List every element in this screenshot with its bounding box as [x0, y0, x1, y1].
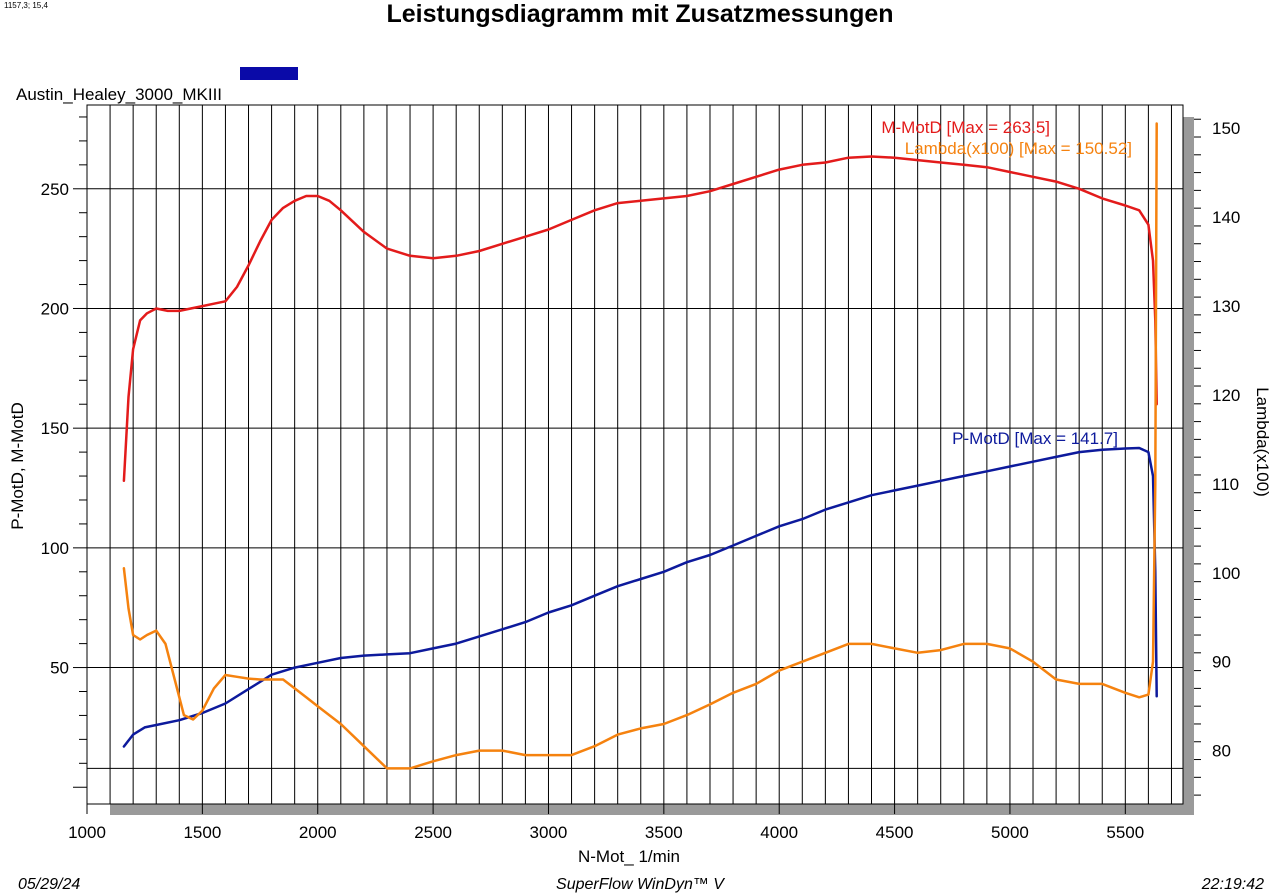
series-line-p-motd [122, 446, 1158, 748]
x-tick-label: 3000 [530, 823, 568, 842]
y2-tick-label: 100 [1212, 564, 1240, 583]
y-tick-label: 100 [41, 539, 69, 558]
y-tick-label: 250 [41, 180, 69, 199]
y-tick-label: 150 [41, 419, 69, 438]
y-axis-ticks: 50 100 150 200 250 [41, 116, 87, 788]
x-tick-label: 2000 [299, 823, 337, 842]
y-tick-label: 50 [50, 659, 69, 678]
series-line-lambda-x100 [122, 122, 1158, 770]
x-tick-label: 2500 [414, 823, 452, 842]
y2-tick-label: 80 [1212, 742, 1231, 761]
x-tick-label: 5500 [1106, 823, 1144, 842]
y-tick-label: 200 [41, 299, 69, 318]
vehicle-name: Austin_Healey_3000_MKIII [16, 85, 223, 104]
footer-app-name: SuperFlow WinDyn™ V [556, 876, 724, 893]
series-legend-label: P-MotD [Max = 141.7] [952, 429, 1118, 448]
series-legend-label: M-MotD [Max = 263.5] [881, 118, 1050, 137]
x-axis-label: N-Mot_ 1/min [578, 847, 680, 866]
x-tick-label: 1500 [183, 823, 221, 842]
series-group [122, 122, 1158, 770]
y2-tick-label: 130 [1212, 297, 1240, 316]
y2-tick-label: 90 [1212, 653, 1231, 672]
x-axis-ticks: 1000 1500 2000 2500 3000 3500 4000 4500 5000 5500 [68, 804, 1144, 842]
x-tick-label: 4000 [760, 823, 798, 842]
x-tick-label: 1000 [68, 823, 106, 842]
series-line-m-motd [122, 155, 1158, 483]
y2-tick-label: 120 [1212, 386, 1240, 405]
y2-axis-label: Lambda(x100) [1253, 387, 1272, 497]
plot-shadow-bottom [110, 804, 1194, 815]
series-legend: M-MotD [Max = 263.5] P-MotD [Max = 141.7]… [881, 118, 1132, 448]
y2-tick-label: 110 [1212, 475, 1239, 494]
x-tick-label: 5000 [991, 823, 1029, 842]
plot-shadow [1183, 117, 1194, 815]
y2-tick-label: 140 [1212, 208, 1240, 227]
series-legend-label: Lambda(x100) [Max = 150.52] [905, 139, 1132, 158]
y-axis-label: P-MotD, M-MotD [8, 402, 27, 530]
y2-axis-ticks: 80 90 100 110 120 130 140 150 [1194, 118, 1240, 796]
x-tick-label: 4500 [876, 823, 914, 842]
cursor-coordinates: 1157,3; 15,4 [4, 1, 48, 10]
x-tick-label: 3500 [645, 823, 683, 842]
plot-frame [86, 104, 1184, 805]
grid-major [87, 188, 1183, 769]
y2-tick-label: 150 [1212, 119, 1240, 138]
vehicle-color-swatch [240, 67, 298, 80]
footer-date: 05/29/24 [18, 876, 81, 893]
grid-minor [86, 105, 1172, 804]
chart-title: Leistungsdiagramm mit Zusatzmessungen [386, 0, 894, 28]
footer-time: 22:19:42 [1201, 876, 1264, 893]
